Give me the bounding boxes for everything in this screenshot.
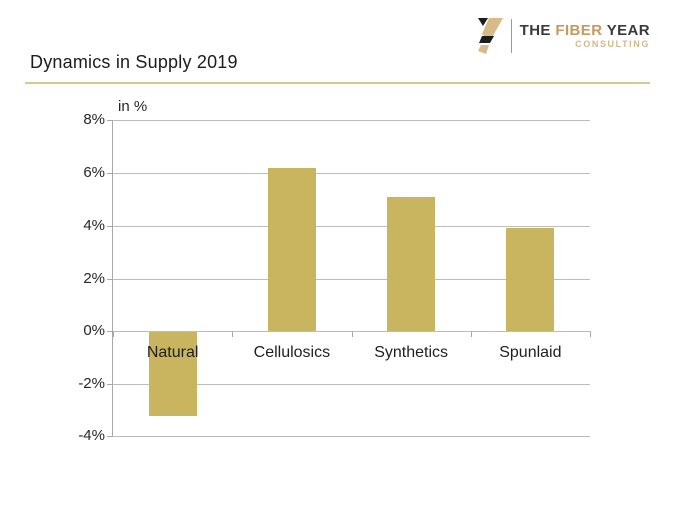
gridline-8 [113,120,590,121]
x-axis-tick [351,331,353,338]
logo-divider [510,19,512,53]
y-axis-label: -2% [78,375,105,393]
title-divider [25,82,650,84]
y-axis-tick [107,120,113,121]
y-axis-tick [107,331,113,333]
y-axis-tick [107,278,113,280]
bar-natural [148,332,197,416]
x-axis-tick [470,331,472,338]
y-axis-label: -4% [78,427,105,444]
gridline--2 [113,384,590,386]
fiber-year-logo-icon [477,18,503,54]
x-axis-tick [590,331,591,338]
gridline-6 [113,172,590,174]
page-title: Dynamics in Supply 2019 [30,52,238,72]
y-axis-tick [107,172,113,174]
gridline-2 [113,278,590,280]
bar-cellulosics [267,167,316,332]
logo-text: THE FIBER YEAR CONSULTING [520,22,650,50]
y-axis-unit-label: in % [118,98,148,115]
y-axis-tick [107,436,113,437]
category-label-spunlaid: Spunlaid [499,344,562,362]
x-axis-tick [232,331,234,338]
y-axis-label: 4% [83,216,105,234]
gridline--4 [113,436,590,437]
category-label-cellulosics: Cellulosics [253,344,331,362]
logo-wordmark: THE FIBER YEAR [519,22,650,39]
logo-consulting-label: CONSULTING [575,39,650,49]
y-axis-label: 0% [83,322,105,340]
y-axis-label: 2% [83,269,105,287]
fiber-year-logo: THE FIBER YEAR CONSULTING [477,18,650,54]
category-label-natural: Natural [146,344,199,362]
y-axis-tick [107,384,113,386]
gridline-4 [113,225,590,227]
bar-synthetics [387,196,436,332]
y-axis-label: 8% [83,111,105,128]
y-axis-label: 6% [83,163,105,181]
y-axis-tick [107,225,113,227]
category-label-synthetics: Synthetics [374,344,449,362]
bar-spunlaid [506,228,555,332]
bar-chart-plot-area: 8% 6% 4% 2% 0% -2% -4% Natural Cellulosics Synthe… [78,111,591,444]
x-axis-tick [113,331,114,338]
